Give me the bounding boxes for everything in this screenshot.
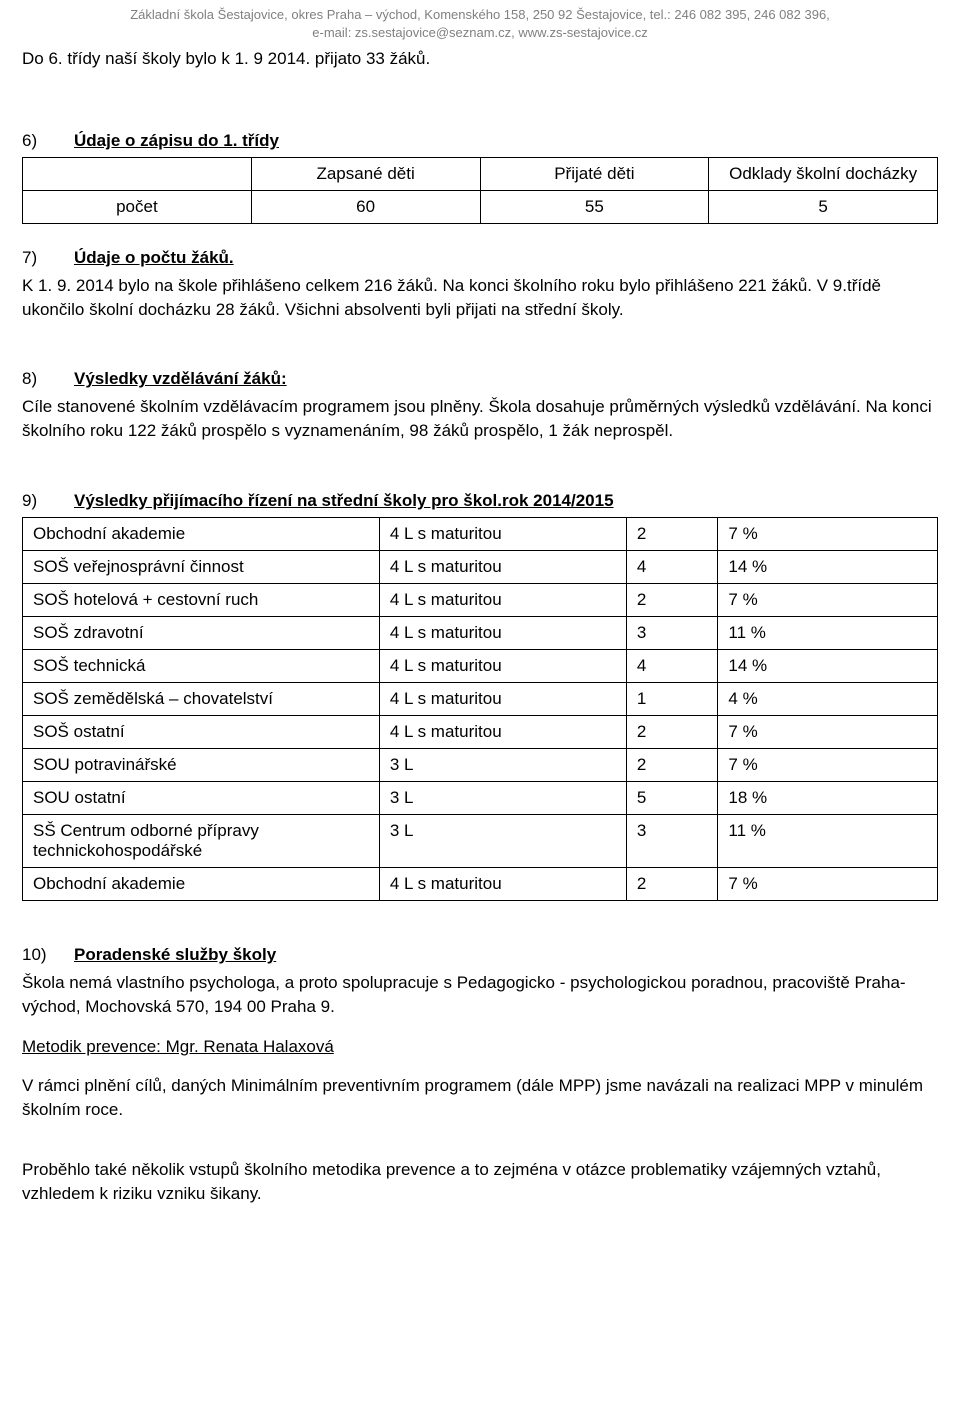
table-cell: 3 L	[379, 782, 626, 815]
table-cell: 7 %	[718, 749, 938, 782]
table-row: Obchodní akademie4 L s maturitou27 %	[23, 868, 938, 901]
table-cell: 4 L s maturitou	[379, 716, 626, 749]
table-row: SOU ostatní3 L518 %	[23, 782, 938, 815]
section-10-p4: Proběhlo také několik vstupů školního me…	[22, 1158, 938, 1206]
table-row: Obchodní akademie4 L s maturitou27 %	[23, 518, 938, 551]
table-cell: 5	[626, 782, 718, 815]
table-cell: 14 %	[718, 551, 938, 584]
table-cell: 7 %	[718, 518, 938, 551]
table-cell: Odklady školní docházky	[709, 157, 938, 190]
section-8-heading: 8) Výsledky vzdělávání žáků:	[22, 369, 938, 389]
table-cell: 4 L s maturitou	[379, 617, 626, 650]
table-cell: počet	[23, 190, 252, 223]
table-row: SOŠ veřejnosprávní činnost4 L s maturito…	[23, 551, 938, 584]
table-cell: 3	[626, 815, 718, 868]
table-cell: 4	[626, 650, 718, 683]
section-8-title: Výsledky vzdělávání žáků:	[74, 369, 287, 389]
table-cell: 4 L s maturitou	[379, 683, 626, 716]
table-cell: 7 %	[718, 868, 938, 901]
table-cell: 55	[480, 190, 709, 223]
section-6-marker: 6)	[22, 131, 74, 151]
table-cell: SOŠ zdravotní	[23, 617, 380, 650]
table-row: Zapsané děti Přijaté děti Odklady školní…	[23, 157, 938, 190]
table-cell: 2	[626, 749, 718, 782]
table-cell: 4 L s maturitou	[379, 584, 626, 617]
table-cell: SOŠ technická	[23, 650, 380, 683]
section-9-marker: 9)	[22, 491, 74, 511]
table-row: SOŠ hotelová + cestovní ruch4 L s maturi…	[23, 584, 938, 617]
table-cell: 18 %	[718, 782, 938, 815]
table-cell: 7 %	[718, 716, 938, 749]
table-cell: 11 %	[718, 617, 938, 650]
table-cell: 2	[626, 868, 718, 901]
section-9-title: Výsledky přijímacího řízení na střední š…	[74, 491, 614, 511]
table-cell: 1	[626, 683, 718, 716]
enrollment-table: Zapsané děti Přijaté děti Odklady školní…	[22, 157, 938, 224]
table-cell: SOŠ ostatní	[23, 716, 380, 749]
table-cell: SOŠ hotelová + cestovní ruch	[23, 584, 380, 617]
table-cell: Přijaté děti	[480, 157, 709, 190]
table-cell	[23, 157, 252, 190]
section-10-heading: 10) Poradenské služby školy	[22, 945, 938, 965]
table-row: SOŠ zemědělská – chovatelství4 L s matur…	[23, 683, 938, 716]
table-row: SOŠ technická4 L s maturitou414 %	[23, 650, 938, 683]
table-cell: Zapsané děti	[251, 157, 480, 190]
table-cell: 2	[626, 584, 718, 617]
table-cell: 4 L s maturitou	[379, 868, 626, 901]
section-8-text: Cíle stanovené školním vzdělávacím progr…	[22, 395, 938, 443]
section-10-p3: V rámci plnění cílů, daných Minimálním p…	[22, 1074, 938, 1122]
section-6-title: Údaje o zápisu do 1. třídy	[74, 131, 279, 151]
table-cell: 7 %	[718, 584, 938, 617]
section-7-heading: 7) Údaje o počtu žáků.	[22, 248, 938, 268]
section-10-p1: Škola nemá vlastního psychologa, a proto…	[22, 971, 938, 1019]
section-8-marker: 8)	[22, 369, 74, 389]
section-10-title: Poradenské služby školy	[74, 945, 276, 965]
table-cell: SŠ Centrum odborné přípravy technickohos…	[23, 815, 380, 868]
table-row: SŠ Centrum odborné přípravy technickohos…	[23, 815, 938, 868]
table-cell: SOU ostatní	[23, 782, 380, 815]
section-7-text: K 1. 9. 2014 bylo na škole přihlášeno ce…	[22, 274, 938, 322]
section-10-marker: 10)	[22, 945, 74, 965]
section-9-heading: 9) Výsledky přijímacího řízení na středn…	[22, 491, 938, 511]
table-cell: 3 L	[379, 749, 626, 782]
table-cell: Obchodní akademie	[23, 868, 380, 901]
table-cell: 11 %	[718, 815, 938, 868]
page-header: Základní škola Šestajovice, okres Praha …	[22, 0, 938, 41]
table-cell: 60	[251, 190, 480, 223]
table-cell: 4 %	[718, 683, 938, 716]
table-cell: Obchodní akademie	[23, 518, 380, 551]
table-cell: 4 L s maturitou	[379, 650, 626, 683]
table-cell: 3	[626, 617, 718, 650]
table-cell: 3 L	[379, 815, 626, 868]
section-7-marker: 7)	[22, 248, 74, 268]
intro-line: Do 6. třídy naší školy bylo k 1. 9 2014.…	[22, 47, 938, 71]
table-row: SOŠ zdravotní4 L s maturitou311 %	[23, 617, 938, 650]
section-6-heading: 6) Údaje o zápisu do 1. třídy	[22, 131, 938, 151]
table-row: SOU potravinářské3 L27 %	[23, 749, 938, 782]
table-cell: 4 L s maturitou	[379, 551, 626, 584]
header-line2: e-mail: zs.sestajovice@seznam.cz, www.zs…	[22, 24, 938, 42]
table-cell: 4 L s maturitou	[379, 518, 626, 551]
section-10-p2: Metodik prevence: Mgr. Renata Halaxová	[22, 1035, 938, 1059]
admissions-table: Obchodní akademie4 L s maturitou27 %SOŠ …	[22, 517, 938, 901]
table-cell: SOŠ veřejnosprávní činnost	[23, 551, 380, 584]
table-cell: SOŠ zemědělská – chovatelství	[23, 683, 380, 716]
table-cell: 14 %	[718, 650, 938, 683]
table-cell: 5	[709, 190, 938, 223]
table-cell: 2	[626, 716, 718, 749]
table-row: počet 60 55 5	[23, 190, 938, 223]
table-cell: 4	[626, 551, 718, 584]
section-7-title: Údaje o počtu žáků.	[74, 248, 234, 268]
table-cell: SOU potravinářské	[23, 749, 380, 782]
header-line1: Základní škola Šestajovice, okres Praha …	[22, 6, 938, 24]
table-row: SOŠ ostatní4 L s maturitou27 %	[23, 716, 938, 749]
table-cell: 2	[626, 518, 718, 551]
